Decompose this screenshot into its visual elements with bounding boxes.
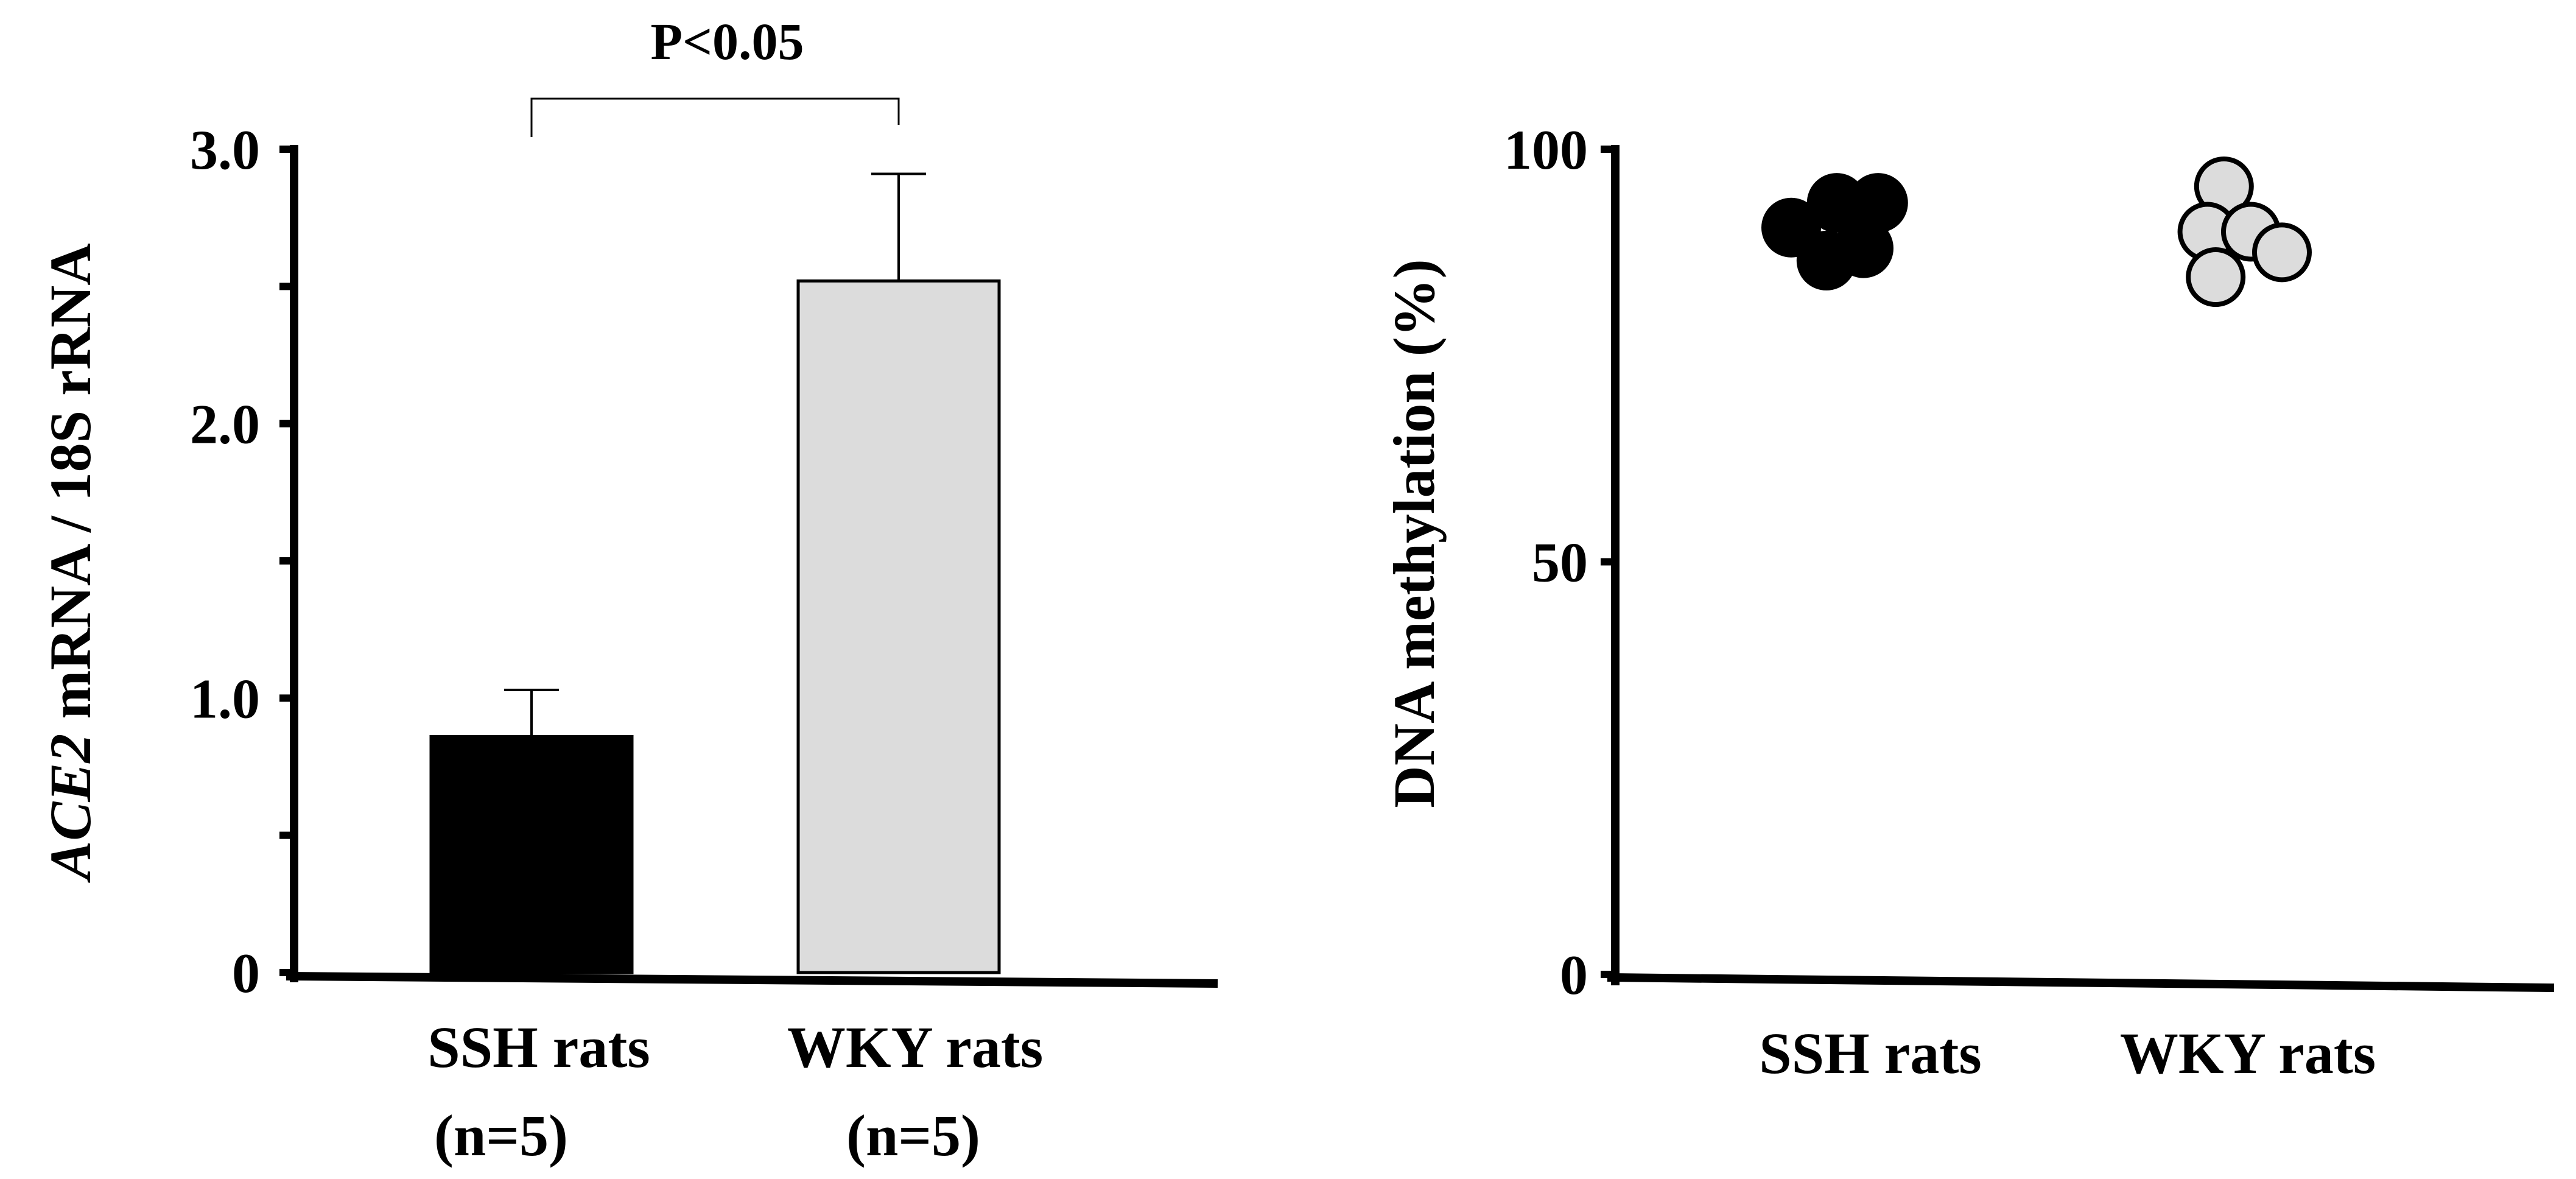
dot-category-label-ssh: SSH rats xyxy=(1759,1021,1981,1086)
left-x-axis xyxy=(286,972,1218,988)
right-y-tick-label: 100 xyxy=(1504,119,1588,181)
wky-data-point xyxy=(2252,222,2312,283)
right-y-tick-label: 50 xyxy=(1532,532,1588,594)
left-y-tick-label: 0 xyxy=(232,942,260,1004)
ylabel-rest-part: mRNA / 18S rRNA xyxy=(38,243,103,733)
significance-label: P<0.05 xyxy=(650,12,804,71)
significance-bracket xyxy=(530,97,900,137)
ylabel-italic-part: ACE2 xyxy=(38,734,103,883)
bar-category-label-ssh: SSH rats xyxy=(427,1015,650,1080)
right-x-axis xyxy=(1607,973,2555,992)
wky-data-point xyxy=(2186,247,2246,308)
left-y-tick-label: 1.0 xyxy=(190,667,260,730)
dot-category-label-wky: WKY rats xyxy=(2120,1021,2376,1086)
bar-chart-panel: 0 1.0 2.0 3.0 P<0.05 ACE2 mRNA / 18S rRNA S… xyxy=(38,12,1218,1168)
bar-ssh xyxy=(429,734,634,974)
left-y-tick-label: 2.0 xyxy=(190,393,260,456)
left-y-tick-label: 3.0 xyxy=(190,119,260,181)
dot-plot-panel: 0 50 100 DNA methylation (%) SSH rats WKY … xyxy=(1381,119,2555,1086)
bar-category-n-wky: (n=5) xyxy=(846,1103,980,1168)
ssh-data-point xyxy=(1834,218,1893,278)
bar-chart-y-axis-label: ACE2 mRNA / 18S rRNA xyxy=(38,243,103,882)
bar-category-label-wky: WKY rats xyxy=(787,1015,1043,1080)
right-y-tick-label: 0 xyxy=(1560,944,1588,1006)
bar-wky xyxy=(796,279,1001,974)
bar-category-n-ssh: (n=5) xyxy=(434,1103,568,1168)
dot-plot-y-axis-label: DNA methylation (%) xyxy=(1381,259,1447,808)
